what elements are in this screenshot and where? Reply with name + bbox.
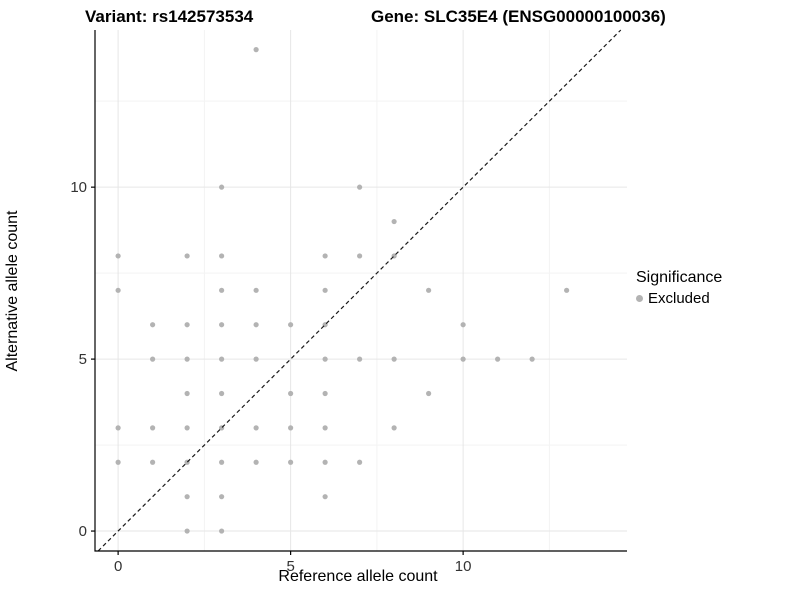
data-point <box>184 494 190 500</box>
data-point <box>219 356 225 362</box>
data-point <box>322 287 328 293</box>
data-point <box>322 356 328 362</box>
data-point <box>219 459 225 465</box>
data-point <box>219 528 225 534</box>
data-point <box>322 494 328 500</box>
data-point <box>357 459 363 465</box>
variant-title: Variant: rs142573534 <box>85 7 254 26</box>
data-point <box>426 287 432 293</box>
data-point <box>115 425 121 431</box>
data-point <box>219 184 225 190</box>
data-point <box>288 390 294 397</box>
data-point <box>322 390 328 397</box>
data-point <box>357 184 363 190</box>
data-point <box>184 390 190 397</box>
data-point <box>391 356 397 362</box>
x-tick-label: 5 <box>286 558 294 575</box>
x-axis-title: Reference allele count <box>278 568 438 585</box>
legend: Significance Excluded <box>636 269 722 307</box>
data-point <box>253 459 259 465</box>
data-point <box>357 356 363 362</box>
data-point <box>115 459 121 465</box>
legend-item-label: Excluded <box>648 290 710 307</box>
data-point <box>564 287 570 293</box>
data-point <box>115 253 121 259</box>
data-point <box>184 322 190 328</box>
data-point <box>253 356 259 362</box>
data-point <box>184 356 190 362</box>
identity-dashed-line <box>97 29 622 552</box>
data-point <box>219 494 225 500</box>
data-point <box>115 287 121 293</box>
data-point <box>322 253 328 259</box>
data-point <box>184 528 190 534</box>
data-point <box>460 356 466 362</box>
x-tick-label: 10 <box>455 558 472 575</box>
legend-title: Significance <box>636 269 723 286</box>
data-point <box>219 253 225 259</box>
data-point <box>288 322 294 328</box>
data-point <box>184 253 190 259</box>
y-tick-label: 5 <box>79 351 87 368</box>
data-point <box>253 322 259 328</box>
data-point <box>253 287 259 293</box>
data-point <box>391 218 397 225</box>
data-point <box>219 322 225 328</box>
y-tick-label: 10 <box>70 179 87 196</box>
legend-dot-icon <box>636 295 643 302</box>
data-point <box>253 425 259 431</box>
data-point <box>150 356 156 362</box>
data-point <box>426 390 432 397</box>
data-point <box>357 253 363 259</box>
y-tick-label: 0 <box>79 523 87 540</box>
legend-item-excluded: Excluded <box>636 290 722 307</box>
data-point <box>150 322 156 328</box>
data-point <box>219 390 225 397</box>
data-point <box>288 425 294 431</box>
data-point <box>460 322 466 328</box>
data-point <box>150 459 156 465</box>
data-point <box>150 425 156 431</box>
data-point <box>322 425 328 431</box>
data-point <box>322 459 328 465</box>
data-point <box>495 356 501 362</box>
gene-title: Gene: SLC35E4 (ENSG00000100036) <box>371 7 666 26</box>
data-point <box>184 425 190 431</box>
data-point <box>253 47 259 53</box>
x-tick-label: 0 <box>114 558 122 575</box>
data-point <box>391 425 397 431</box>
data-point <box>288 459 294 465</box>
data-point <box>219 287 225 293</box>
data-point <box>529 356 535 362</box>
